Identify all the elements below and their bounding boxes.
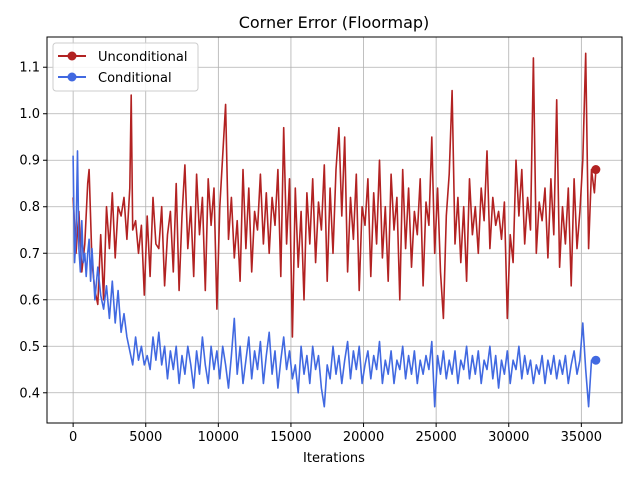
x-tick-label: 0 xyxy=(69,430,77,445)
legend-label-unconditional: Unconditional xyxy=(98,50,187,65)
legend: Unconditional Conditional xyxy=(52,42,199,92)
series-end-marker-conditional xyxy=(591,355,601,365)
series-layer xyxy=(72,52,601,408)
y-tick-label: 1.0 xyxy=(19,107,40,122)
y-tick-label: 0.4 xyxy=(19,386,40,401)
legend-label-conditional: Conditional xyxy=(98,71,172,86)
x-axis-ticks: 0 5000 10000 15000 20000 25000 30000 35000 xyxy=(69,423,602,445)
y-tick-label: 0.7 xyxy=(19,247,40,262)
x-tick-label: 15000 xyxy=(270,430,311,445)
y-axis-ticks: 0.4 0.5 0.6 0.7 0.8 0.9 1.0 1.1 xyxy=(19,61,47,401)
y-tick-label: 0.5 xyxy=(19,340,40,355)
chart-title: Corner Error (Floormap) xyxy=(239,13,430,32)
series-line-conditional xyxy=(72,150,596,408)
legend-frame xyxy=(52,42,199,92)
x-tick-label: 5000 xyxy=(129,430,162,445)
x-axis-label: Iterations xyxy=(303,451,365,466)
y-tick-label: 0.8 xyxy=(19,200,40,215)
series-end-marker-unconditional xyxy=(591,165,601,175)
y-tick-label: 1.1 xyxy=(19,61,40,76)
y-tick-label: 0.9 xyxy=(19,154,40,169)
series-line-unconditional xyxy=(72,52,597,338)
x-tick-label: 30000 xyxy=(488,430,529,445)
legend-marker-unconditional xyxy=(67,51,77,61)
x-tick-label: 25000 xyxy=(415,430,456,445)
plot-frame xyxy=(46,36,623,424)
x-tick-label: 10000 xyxy=(198,430,239,445)
x-tick-label: 20000 xyxy=(343,430,384,445)
legend-marker-conditional xyxy=(67,72,77,82)
grid-lines xyxy=(47,37,622,423)
x-tick-label: 35000 xyxy=(561,430,602,445)
y-tick-label: 0.6 xyxy=(19,293,40,308)
